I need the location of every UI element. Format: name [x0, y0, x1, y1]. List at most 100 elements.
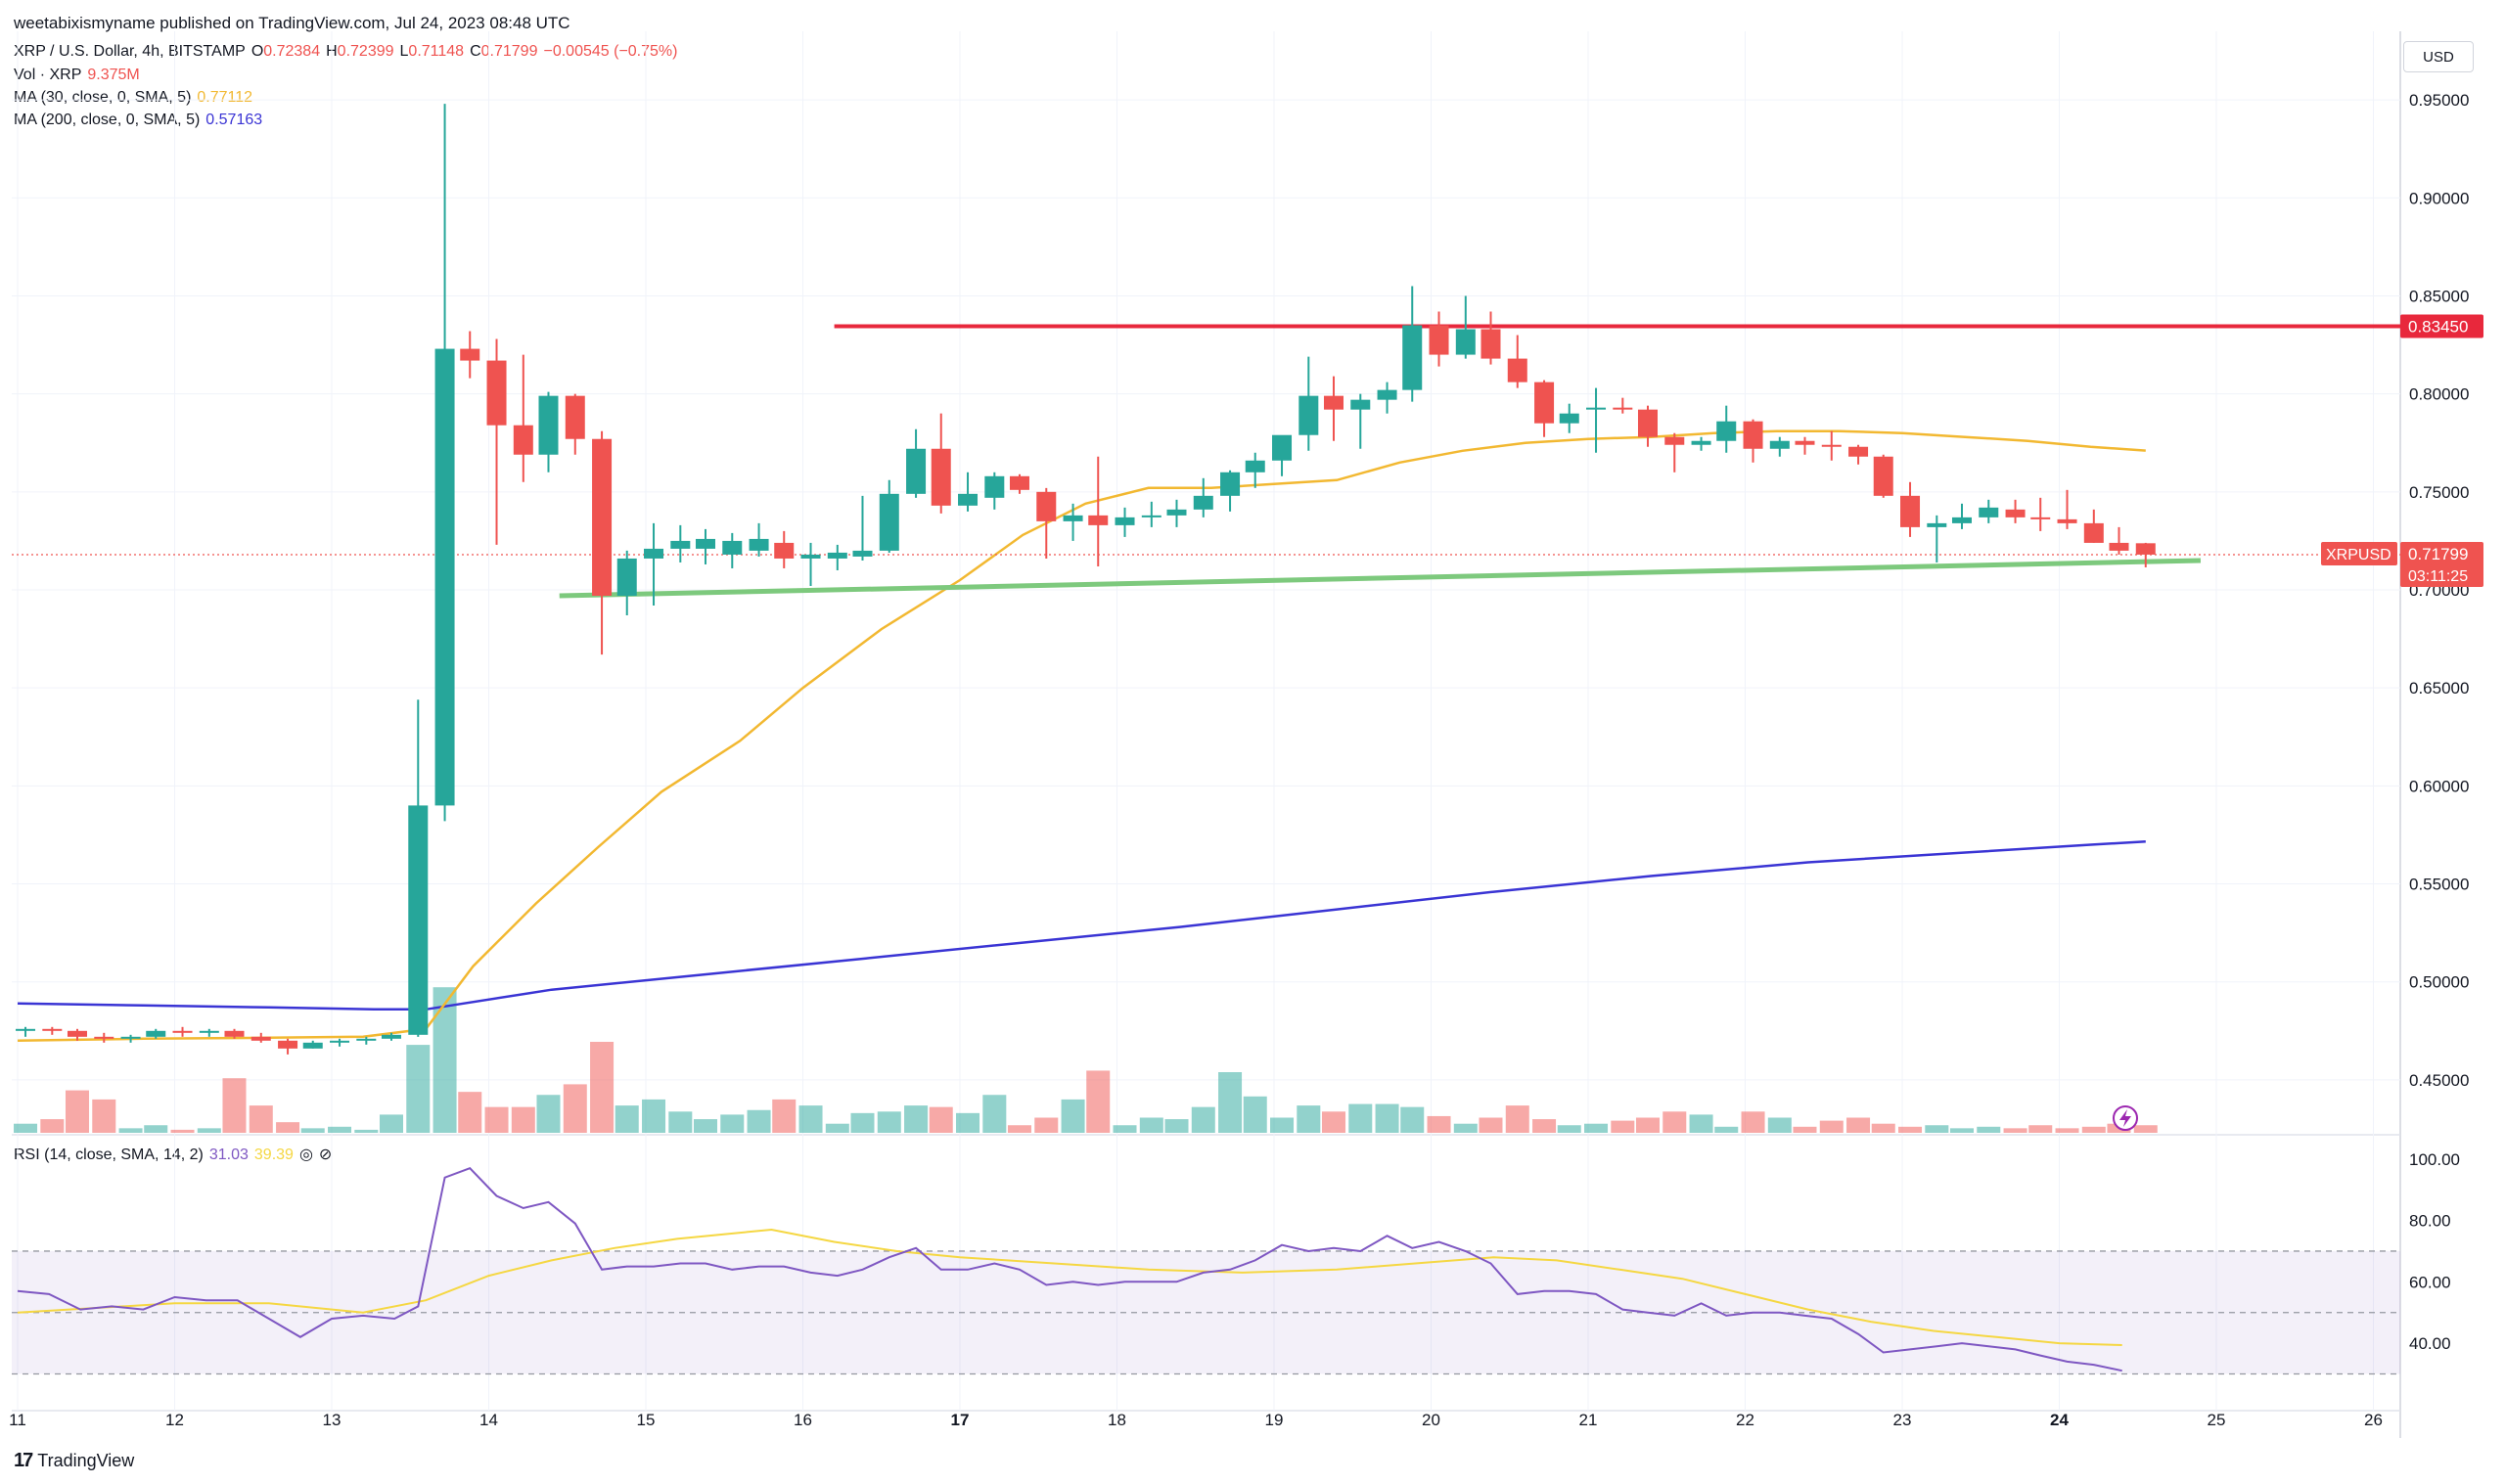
time-tick-label: 18 [1108, 1411, 1126, 1429]
volume-bar [1086, 1070, 1111, 1133]
currency-selector[interactable]: USD [2403, 41, 2474, 72]
volume-bar [1113, 1125, 1137, 1133]
symbol-title[interactable]: XRP / U.S. Dollar, 4h, BITSTAMP [14, 43, 246, 60]
volume-bar [693, 1119, 717, 1133]
volume-bar [328, 1126, 352, 1133]
volume-bar [433, 987, 457, 1133]
volume-bar [65, 1090, 89, 1133]
volume-bar [2028, 1125, 2053, 1133]
volume-bar [536, 1095, 561, 1133]
volume-bar [511, 1106, 535, 1133]
candle [434, 104, 455, 822]
candle-body [224, 1030, 245, 1037]
volume-bar [1218, 1072, 1243, 1133]
time-tick-label: 12 [165, 1411, 184, 1429]
candle-body [1220, 472, 1241, 496]
candle [2109, 526, 2129, 555]
volume-bar [956, 1112, 980, 1133]
candle-body [2057, 518, 2077, 523]
volume-legend[interactable]: Vol · XRP 9.375M [14, 67, 146, 84]
candle-body [1534, 382, 1555, 424]
volume-bar [40, 1119, 65, 1133]
volume-bar [615, 1105, 639, 1133]
volume-bar [982, 1095, 1007, 1133]
candle-body [356, 1038, 377, 1041]
time-tick-label: 26 [2364, 1411, 2383, 1429]
volume-bar [1243, 1096, 1267, 1133]
candle-body [250, 1036, 271, 1041]
volume-bar [379, 1114, 403, 1133]
time-tick-label: 16 [794, 1411, 812, 1429]
ma200-label: MA (200, close, 0, SMA, 5) [14, 112, 201, 128]
ma200-legend[interactable]: MA (200, close, 0, SMA, 5) 0.57163 [14, 112, 268, 129]
price-tick-label: 0.90000 [2409, 189, 2469, 207]
candle-body [1637, 409, 1658, 437]
price-tick-label: 0.55000 [2409, 876, 2469, 894]
candle-body [1559, 413, 1579, 424]
candle [1691, 436, 1711, 451]
time-tick-label: 20 [1422, 1411, 1440, 1429]
candle [749, 522, 769, 557]
brand-name: TradingView [37, 1451, 135, 1470]
candle-body [1716, 421, 1737, 441]
volume-bar [904, 1105, 929, 1133]
volume-bar [1453, 1123, 1478, 1133]
candle [1402, 286, 1423, 402]
price-tick-label: 0.75000 [2409, 483, 2469, 502]
volume-bar [1819, 1120, 1844, 1133]
time-tick-label: 14 [479, 1411, 498, 1429]
candle-body [1193, 495, 1213, 510]
rsi-pane [12, 1167, 2400, 1375]
candle-body [1507, 358, 1527, 382]
lightning-icon[interactable] [2113, 1105, 2138, 1131]
rsi-value: 31.03 [208, 1147, 249, 1163]
candle-body [958, 493, 979, 506]
candle [278, 1038, 298, 1055]
volume-bar [1061, 1099, 1085, 1133]
eye-icon[interactable]: ◎ [298, 1147, 313, 1163]
open-value: 0.72384 [263, 43, 321, 60]
volume-bar [1977, 1126, 2001, 1133]
ma200-line [17, 840, 2146, 1012]
candles [16, 104, 2156, 1055]
candle-body [1323, 395, 1344, 410]
volume-bar [484, 1106, 509, 1133]
volume-bar [1270, 1117, 1295, 1133]
candle-body [1795, 440, 1815, 445]
low-label: L [399, 43, 409, 60]
candle [1220, 470, 1241, 512]
candle [224, 1028, 245, 1039]
volume-bar [1505, 1105, 1529, 1133]
time-tick-label: 15 [637, 1411, 656, 1429]
rsi-legend[interactable]: RSI (14, close, SMA, 14, 2) 31.03 39.39 ◎ ⊘ [14, 1145, 338, 1164]
candle-body [1272, 434, 1293, 461]
candle [1507, 335, 1527, 388]
ma30-line [425, 429, 2146, 1030]
candle [1534, 380, 1555, 437]
volume-bars [14, 987, 2158, 1133]
lightning-icon-bolt [2119, 1109, 2131, 1127]
candle [1009, 473, 1029, 494]
volume-bar [1139, 1117, 1163, 1133]
volume-bar [2055, 1128, 2079, 1133]
candle [2030, 497, 2051, 531]
time-tick-label: 11 [9, 1411, 26, 1429]
volume-bar [14, 1123, 38, 1133]
support-line [559, 558, 2202, 599]
candle-body [1141, 515, 1161, 517]
volume-bar [118, 1128, 143, 1133]
visibility-off-icon[interactable]: ⊘ [318, 1147, 333, 1163]
candle [408, 699, 429, 1037]
volume-bar [1925, 1125, 1949, 1133]
candle [1873, 454, 1893, 498]
candle-body [670, 540, 691, 549]
ma30-legend[interactable]: MA (30, close, 0, SMA, 5) 0.77112 [14, 89, 258, 107]
volume-bar [1400, 1106, 1425, 1133]
candle [800, 542, 821, 586]
candle-body [381, 1034, 401, 1039]
candle-body [408, 805, 429, 1035]
candle [330, 1038, 350, 1047]
candle [1769, 436, 1790, 457]
candle-body [42, 1028, 63, 1031]
